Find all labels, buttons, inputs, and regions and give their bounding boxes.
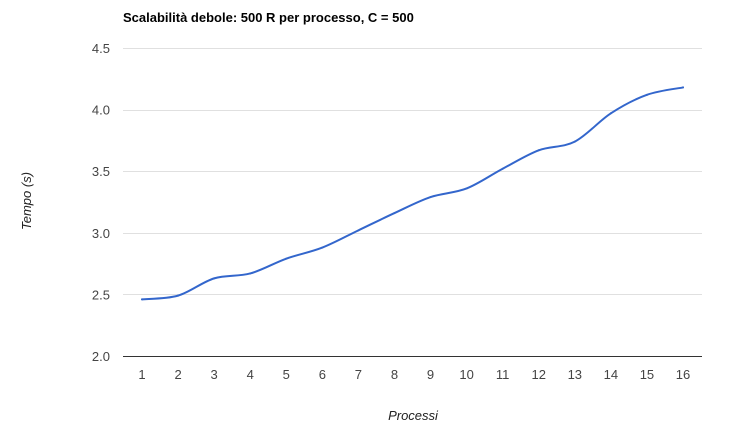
x-tick-label: 7 (355, 367, 362, 382)
series-points (141, 86, 684, 301)
x-axis-ticks: 1 2 3 4 5 6 7 8 9 10 11 12 13 14 15 16 (138, 367, 690, 382)
x-tick-label: 16 (676, 367, 690, 382)
data-point (141, 298, 143, 301)
data-point (249, 272, 252, 275)
x-tick-label: 6 (319, 367, 326, 382)
data-point (321, 246, 324, 249)
data-point (465, 187, 468, 190)
x-tick-label: 4 (247, 367, 254, 382)
x-tick-label: 2 (174, 367, 181, 382)
y-tick-label: 3.0 (92, 226, 110, 241)
data-point (213, 277, 216, 280)
x-tick-label: 15 (640, 367, 654, 382)
data-point (645, 93, 648, 96)
y-tick-label: 4.5 (92, 41, 110, 56)
y-tick-label: 2.0 (92, 349, 110, 364)
data-point (177, 294, 180, 297)
data-point (573, 140, 576, 143)
data-point (682, 86, 684, 89)
data-point (429, 196, 432, 199)
x-tick-label: 5 (283, 367, 290, 382)
x-tick-label: 14 (604, 367, 618, 382)
x-axis-title: Processi (388, 408, 439, 423)
series-line (141, 86, 684, 301)
y-tick-label: 4.0 (92, 103, 110, 118)
data-point (501, 167, 504, 170)
x-tick-label: 12 (531, 367, 545, 382)
x-tick-label: 10 (459, 367, 473, 382)
x-tick-label: 3 (211, 367, 218, 382)
data-point (609, 112, 612, 115)
x-tick-label: 11 (496, 367, 510, 382)
grid-lines (123, 48, 702, 357)
x-tick-label: 1 (138, 367, 145, 382)
chart-title: Scalabilità debole: 500 R per processo, … (123, 10, 414, 25)
x-tick-label: 8 (391, 367, 398, 382)
data-point (393, 212, 396, 215)
data-point (537, 149, 540, 152)
data-point (357, 229, 360, 232)
x-tick-label: 13 (568, 367, 582, 382)
y-tick-label: 3.5 (92, 164, 110, 179)
y-tick-label: 2.5 (92, 287, 110, 302)
y-axis-ticks: 2.0 2.5 3.0 3.5 4.0 4.5 (92, 41, 110, 364)
y-axis-title: Tempo (s) (19, 172, 34, 230)
data-point (285, 257, 288, 260)
x-tick-label: 9 (427, 367, 434, 382)
